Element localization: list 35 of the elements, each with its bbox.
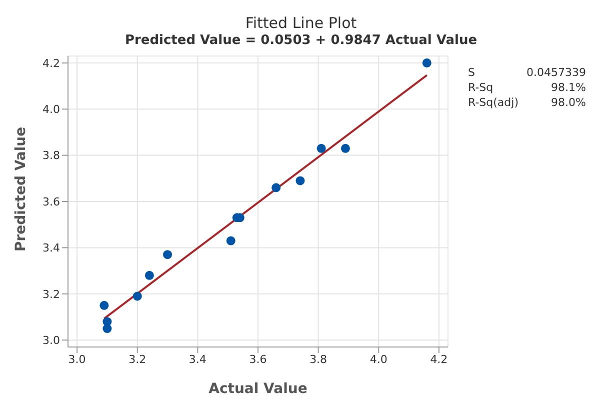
y-axis-title: Predicted Value	[12, 126, 29, 252]
point	[226, 236, 236, 246]
x-tick-label: 3.0	[68, 352, 86, 366]
chart-title: Fitted Line Plot	[244, 14, 358, 32]
text: 98.0%	[550, 96, 586, 109]
text: R-Sq	[468, 81, 494, 94]
y-tick-label: 3.8	[42, 149, 60, 162]
x-tick-label: 3.8	[310, 352, 328, 366]
chart-subtitle: Predicted Value = 0.0503 + 0.9847 Actual Value	[124, 33, 478, 48]
x-tick-label: 4.0	[370, 352, 388, 366]
point	[132, 292, 142, 301]
text: R-Sq(adj)	[468, 96, 520, 109]
point	[316, 144, 326, 153]
point	[340, 144, 350, 153]
text: S	[468, 66, 476, 79]
y-tick-label: 3.2	[42, 288, 60, 301]
point	[163, 250, 172, 260]
y-tick-label: 3.6	[42, 195, 60, 208]
x-tick-label: 3.6	[249, 352, 267, 366]
x-tick-label: 3.2	[128, 352, 146, 366]
text: 0.0457339	[526, 66, 586, 79]
y-tick-label: 4.0	[42, 103, 60, 116]
point	[144, 270, 154, 280]
x-axis-title: Actual Value	[208, 381, 308, 397]
point	[102, 324, 112, 334]
text: 98.1%	[550, 81, 586, 94]
y-tick-label: 3.0	[42, 334, 60, 347]
point	[422, 58, 432, 68]
x-tick-label: 4.2	[430, 352, 448, 366]
y-tick-label: 3.4	[42, 242, 60, 255]
x-tick-label: 3.4	[188, 352, 206, 366]
y-tick-label: 4.2	[42, 56, 60, 70]
point	[272, 183, 281, 192]
point	[100, 300, 109, 310]
point	[296, 176, 305, 186]
